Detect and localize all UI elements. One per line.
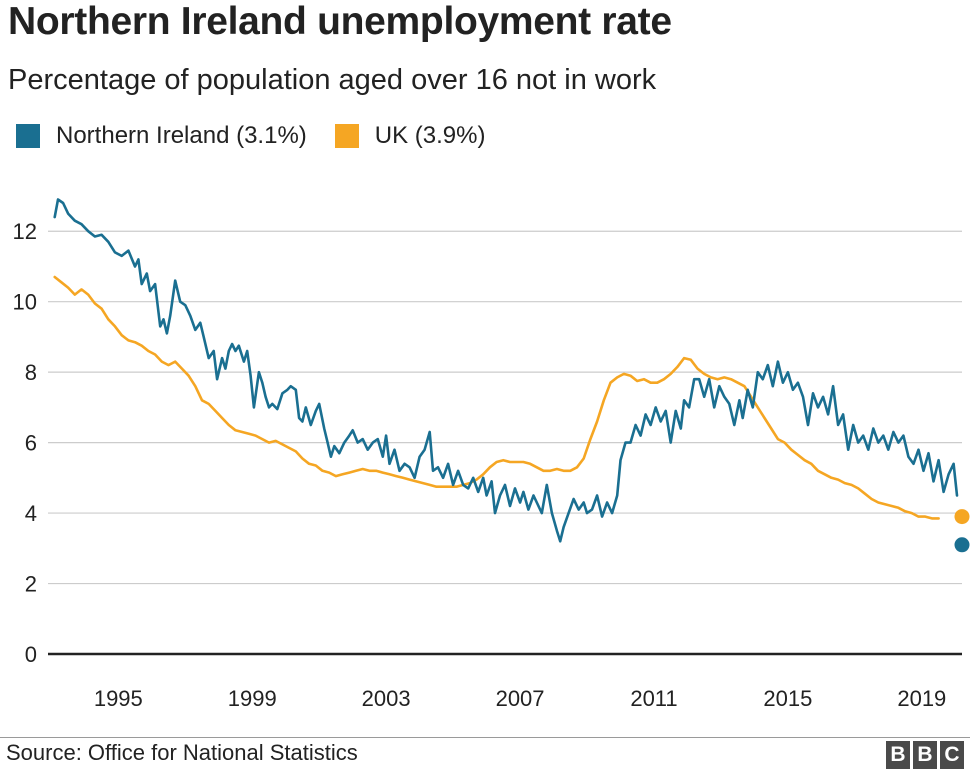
x-tick-label: 2003 <box>362 686 411 711</box>
axis-label-layer: 0 2 4 6 8 10 12 1995 1999 2003 2007 2011 2015 2019 <box>13 219 947 711</box>
legend-item-ni: Northern Ireland (3.1%) <box>16 122 307 150</box>
x-tick-label: 1999 <box>228 686 277 711</box>
bbc-logo-block-1: B <box>886 741 910 769</box>
line-chart: 0 2 4 6 8 10 12 1995 1999 2003 2007 2011 2015 2019 <box>13 198 970 711</box>
legend: Northern Ireland (3.1%) UK (3.9%) <box>16 122 513 150</box>
legend-swatch-ni <box>16 124 40 148</box>
bbc-logo: B B C <box>883 741 964 769</box>
legend-label-ni: Northern Ireland (3.1%) <box>56 122 307 149</box>
y-tick-label: 2 <box>25 572 37 597</box>
x-tick-label: 1995 <box>94 686 143 711</box>
series-layer <box>53 198 970 553</box>
series-line-uk <box>53 275 940 520</box>
x-tick-label: 2015 <box>763 686 812 711</box>
legend-swatch-uk <box>334 124 359 148</box>
end-marker-uk <box>954 509 970 525</box>
bbc-logo-block-3: C <box>940 741 964 769</box>
y-tick-label: 6 <box>25 431 37 456</box>
footer-divider <box>0 737 970 738</box>
series-line-northern-ireland <box>53 198 959 543</box>
y-tick-label: 4 <box>25 501 37 526</box>
x-tick-label: 2007 <box>496 686 545 711</box>
chart-subtitle: Percentage of population aged over 16 no… <box>8 64 657 96</box>
end-marker-northern-ireland <box>954 537 970 553</box>
bbc-logo-block-2: B <box>913 741 937 769</box>
chart-title: Northern Ireland unemployment rate <box>8 0 672 43</box>
legend-item-uk: UK (3.9%) <box>334 122 486 150</box>
source-note: Source: Office for National Statistics <box>6 740 358 765</box>
grid-layer <box>48 230 962 656</box>
x-tick-label: 2019 <box>897 686 946 711</box>
y-tick-label: 0 <box>25 642 37 667</box>
y-tick-label: 12 <box>13 219 37 244</box>
y-tick-label: 10 <box>13 290 37 315</box>
x-tick-label: 2011 <box>630 686 677 711</box>
legend-label-uk: UK (3.9%) <box>374 122 486 149</box>
y-tick-label: 8 <box>25 360 37 385</box>
